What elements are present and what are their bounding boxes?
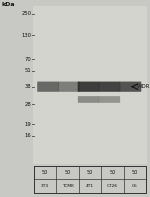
FancyBboxPatch shape xyxy=(99,82,120,92)
Text: 19: 19 xyxy=(25,122,31,127)
FancyBboxPatch shape xyxy=(37,82,59,92)
Text: 70: 70 xyxy=(25,57,31,62)
Text: 50: 50 xyxy=(87,170,93,175)
FancyBboxPatch shape xyxy=(78,82,99,92)
Text: 51: 51 xyxy=(25,68,31,73)
Text: kDa: kDa xyxy=(2,2,15,7)
Text: 4T1: 4T1 xyxy=(86,184,94,188)
Text: 50: 50 xyxy=(64,170,71,175)
Text: 16: 16 xyxy=(25,133,31,138)
Text: 50: 50 xyxy=(109,170,116,175)
Text: TCMK: TCMK xyxy=(61,184,74,188)
Text: 130: 130 xyxy=(21,33,32,38)
FancyBboxPatch shape xyxy=(99,96,120,103)
Text: 250: 250 xyxy=(21,11,32,16)
Text: WDR5: WDR5 xyxy=(137,84,150,89)
FancyBboxPatch shape xyxy=(58,82,80,92)
Text: CT26: CT26 xyxy=(107,184,118,188)
FancyBboxPatch shape xyxy=(120,82,141,92)
Text: 38: 38 xyxy=(25,84,32,89)
FancyBboxPatch shape xyxy=(33,6,147,164)
Text: 50: 50 xyxy=(42,170,48,175)
Text: 50: 50 xyxy=(132,170,138,175)
Text: 28: 28 xyxy=(25,102,31,107)
Text: C6: C6 xyxy=(132,184,138,188)
FancyBboxPatch shape xyxy=(78,96,99,103)
Text: 3T3: 3T3 xyxy=(41,184,49,188)
